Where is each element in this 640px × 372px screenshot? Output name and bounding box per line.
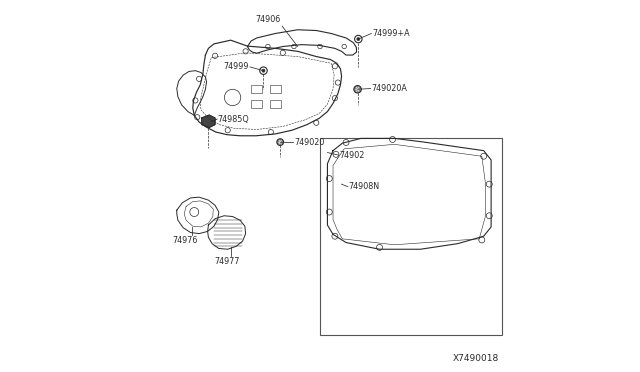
Circle shape	[354, 86, 362, 93]
Text: X7490018: X7490018	[453, 354, 499, 363]
Polygon shape	[202, 115, 215, 128]
Circle shape	[357, 38, 360, 41]
Bar	[270, 100, 281, 108]
Bar	[270, 85, 281, 93]
Circle shape	[277, 139, 284, 145]
Text: 74906: 74906	[256, 15, 281, 24]
Circle shape	[355, 35, 362, 43]
Circle shape	[262, 69, 265, 72]
Text: 74976: 74976	[173, 236, 198, 245]
Text: 74902: 74902	[339, 151, 365, 160]
Text: 749020A: 749020A	[371, 84, 407, 93]
Text: 74977: 74977	[214, 257, 240, 266]
Text: 749020: 749020	[294, 138, 324, 147]
Text: 74999+A: 74999+A	[372, 29, 410, 38]
Circle shape	[260, 67, 267, 74]
Text: 74985Q: 74985Q	[218, 115, 250, 124]
Text: 74908N: 74908N	[349, 182, 380, 191]
Bar	[320, 138, 502, 335]
Text: 74999: 74999	[224, 62, 250, 71]
Bar	[251, 100, 262, 108]
Bar	[251, 85, 262, 93]
